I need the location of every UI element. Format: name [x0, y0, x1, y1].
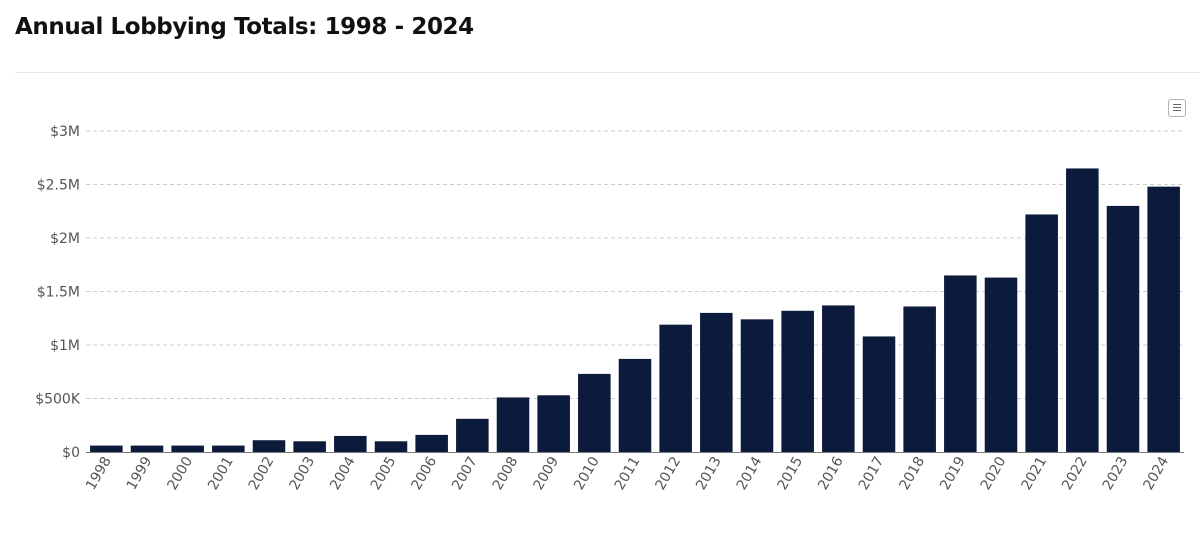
x-tick-label: 2007: [449, 454, 481, 493]
x-tick-label: 2004: [327, 454, 359, 493]
x-tick-label: 2009: [530, 454, 562, 493]
y-tick-label: $0: [62, 445, 80, 461]
x-tick-label: 2017: [856, 454, 888, 493]
bar-2001[interactable]: [212, 445, 245, 452]
bar-2022[interactable]: [1066, 168, 1099, 452]
x-tick-label: 2008: [490, 454, 522, 493]
bar-1998[interactable]: [90, 445, 123, 452]
x-tick-label: 2013: [693, 454, 725, 493]
x-tick-label: 2005: [368, 454, 400, 493]
x-tick-label: 2000: [164, 454, 196, 493]
bar-2014[interactable]: [740, 319, 774, 452]
bar-2006[interactable]: [415, 434, 448, 452]
y-tick-label: $2.5M: [37, 178, 80, 194]
bar-2010[interactable]: [578, 373, 611, 452]
bar-2012[interactable]: [659, 324, 692, 452]
x-tick-label: 1998: [83, 454, 115, 493]
bar-2021[interactable]: [1025, 214, 1058, 452]
bar-2011[interactable]: [618, 358, 652, 452]
x-tick-label: 2002: [246, 454, 278, 493]
bar-2002[interactable]: [252, 440, 286, 452]
x-tick-label: 2006: [408, 454, 440, 493]
bar-2000[interactable]: [171, 445, 204, 452]
x-tick-label: 2019: [937, 454, 969, 493]
x-tick-label: 2011: [612, 454, 644, 493]
bar-2007[interactable]: [456, 418, 489, 452]
bars: [90, 168, 1180, 452]
x-tick-label: 2010: [571, 454, 603, 493]
bar-2024[interactable]: [1147, 186, 1180, 452]
bar-2004[interactable]: [334, 435, 367, 452]
title-divider: [15, 72, 1200, 73]
bar-2017[interactable]: [862, 336, 896, 452]
page-title: Annual Lobbying Totals: 1998 - 2024: [15, 14, 474, 40]
grid-lines: [86, 130, 1184, 399]
x-tick-label: 2018: [896, 454, 928, 493]
bar-2013[interactable]: [700, 312, 733, 452]
chart-menu-button[interactable]: [1168, 99, 1186, 117]
x-tick-label: 2014: [734, 454, 766, 493]
x-tick-label: 2022: [1059, 454, 1091, 493]
x-tick-label: 2016: [815, 454, 847, 493]
bar-2023[interactable]: [1106, 205, 1140, 452]
bar-2008[interactable]: [496, 397, 530, 452]
x-tick-label: 2023: [1100, 454, 1132, 493]
y-tick-label: $2M: [50, 231, 80, 247]
bar-2005[interactable]: [374, 441, 408, 452]
bar-2003[interactable]: [293, 441, 326, 452]
bar-2009[interactable]: [537, 395, 570, 452]
x-axis-ticks: 1998 1999 2000 2001 2002 2003 2004 2005 2006 2007…: [83, 454, 1172, 493]
y-tick-label: $3M: [50, 124, 80, 140]
x-tick-label: 2003: [286, 454, 318, 493]
y-tick-label: $1.5M: [37, 285, 80, 301]
x-tick-label: 2020: [978, 454, 1010, 493]
bar-1999[interactable]: [130, 445, 164, 452]
y-tick-label: $1M: [50, 338, 80, 354]
bar-2015[interactable]: [781, 310, 814, 452]
x-tick-label: 2012: [652, 454, 684, 493]
x-tick-label: 2015: [774, 454, 806, 493]
bar-2018[interactable]: [903, 306, 936, 452]
x-tick-label: 2024: [1140, 454, 1172, 493]
y-tick-label: $500K: [35, 392, 81, 408]
x-tick-label: 2021: [1018, 454, 1050, 493]
y-axis-ticks: $0 $500K $1M $1.5M $2M $2.5M $3M: [35, 124, 81, 461]
bar-2016[interactable]: [822, 305, 855, 452]
bar-2020[interactable]: [984, 277, 1018, 452]
x-tick-label: 2001: [205, 454, 237, 493]
x-tick-label: 1999: [124, 454, 156, 493]
bar-2019[interactable]: [944, 275, 977, 452]
